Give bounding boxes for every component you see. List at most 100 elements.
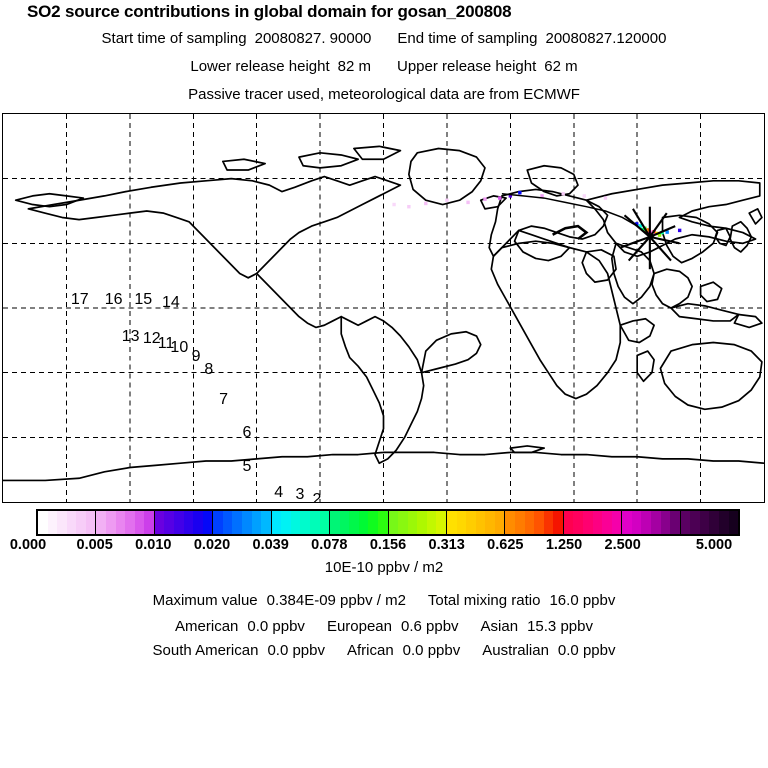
summary-line: Maximum value 0.384E-09 ppbv / m2 Total mi… <box>0 592 768 609</box>
region-name-australian: Australian <box>482 642 549 659</box>
colorbar-step <box>388 511 399 534</box>
region-name-european: European <box>326 618 392 635</box>
total-mixing-ratio-value: 16.0 ppbv <box>549 592 616 609</box>
colorbar-step <box>553 511 563 534</box>
max-value: 0.384E-09 ppbv / m2 <box>266 592 406 609</box>
colorbar-step <box>398 511 408 534</box>
sampling-time-line: Start time of sampling 20080827. 90000 End… <box>0 30 768 47</box>
method-note: Passive tracer used, meteorological data… <box>188 86 580 103</box>
plume-cell <box>508 194 513 198</box>
colorbar-segment <box>388 511 447 534</box>
colorbar-step <box>582 511 593 534</box>
page-title: SO2 source contributions in global domai… <box>27 2 512 21</box>
colorbar-step <box>475 511 486 534</box>
plume-cell <box>424 201 428 206</box>
world-map-panel: 1716151413121110987654321 <box>2 113 765 503</box>
colorbar-step <box>426 511 437 534</box>
colorbar-step <box>543 511 554 534</box>
colorbar-step <box>407 511 418 534</box>
colorbar-step <box>339 511 350 534</box>
plume-cell <box>582 194 587 198</box>
colorbar-step <box>611 511 622 534</box>
region-value-asian: 15.3 ppbv <box>527 618 593 635</box>
lower-release-height-value: 82 m <box>337 58 371 75</box>
total-mixing-ratio-label: Total mixing ratio <box>427 592 541 609</box>
colorbar-step <box>38 511 48 534</box>
colorbar-step <box>524 511 535 534</box>
colorbar-step <box>699 511 710 534</box>
colorbar-step <box>57 511 67 534</box>
colorbar-step <box>319 511 330 534</box>
colorbar-step <box>115 511 126 534</box>
colorbar-tick-label: 2.500 <box>604 537 641 553</box>
colorbar-step <box>534 511 544 534</box>
colorbar-step <box>680 511 691 534</box>
colorbar-tick-label: 1.250 <box>545 537 583 553</box>
colorbar-step <box>144 511 154 534</box>
trajectory-hour-label: 7 <box>219 391 229 408</box>
region-name-south-american: South American <box>152 642 259 659</box>
trajectory-hour-label: 4 <box>274 484 284 502</box>
colorbar-step <box>466 511 476 534</box>
colorbar-tick-label: 0.005 <box>76 537 113 553</box>
start-time-label: Start time of sampling <box>101 30 247 47</box>
start-time-value: 20080827. 90000 <box>254 30 372 47</box>
colorbar-step <box>349 511 359 534</box>
colorbar-step <box>96 511 106 534</box>
region-name-asian: Asian <box>480 618 519 635</box>
colorbar-section: 0.000 0.005 0.010 0.020 0.039 0.078 0.156 0.313… <box>0 509 768 576</box>
colorbar-tick-label: 0.020 <box>193 537 231 553</box>
colorbar-step <box>622 511 632 534</box>
colorbar-step <box>446 511 457 534</box>
trajectory-hour-label: 9 <box>191 347 201 365</box>
colorbar-step <box>728 511 739 534</box>
colorbar-step <box>202 511 213 534</box>
colorbar-segment <box>271 511 331 534</box>
colorbar-step <box>670 511 680 534</box>
trajectory-hour-label: 13 <box>121 328 140 346</box>
upper-release-height-value: 62 m <box>544 58 578 75</box>
colorbar-step <box>251 511 262 534</box>
trajectory-hour-label: 14 <box>161 293 180 311</box>
colorbar-tick-label: 0.156 <box>369 537 407 553</box>
colorbar-segment <box>680 511 739 534</box>
colorbar-step <box>232 511 242 534</box>
colorbar-step <box>310 511 320 534</box>
plume-cell <box>635 222 639 226</box>
colorbar-unit-label: 10E-10 ppbv / m2 <box>324 559 444 576</box>
colorbar-step <box>592 511 603 534</box>
lower-release-height-label: Lower release height <box>190 58 330 75</box>
colorbar-step <box>106 511 116 534</box>
colorbar-tick-label: 0.000 <box>9 537 47 553</box>
colorbar-step <box>660 511 671 534</box>
colorbar-step <box>300 511 310 534</box>
colorbar-tick-label: 0.313 <box>428 537 465 553</box>
trajectory-hour-label: 17 <box>70 291 89 309</box>
region-value-african: 0.0 ppbv <box>402 642 461 659</box>
plume-cell <box>483 197 487 201</box>
upper-release-height-label: Upper release height <box>397 58 537 75</box>
trajectory-layer <box>501 193 680 270</box>
plume-cell <box>392 202 396 207</box>
graticule-layer <box>3 114 764 502</box>
colorbar-step <box>164 511 174 534</box>
colorbar-step <box>417 511 427 534</box>
trajectory-hour-label: 10 <box>170 339 189 356</box>
colorbar-segment <box>330 511 389 534</box>
colorbar-segment <box>622 511 681 534</box>
colorbar-step <box>193 511 203 534</box>
colorbar-step <box>174 511 184 534</box>
plume-cell <box>603 196 608 200</box>
colorbar-step <box>485 511 495 534</box>
colorbar-step <box>222 511 233 534</box>
colorbar-step <box>66 511 77 534</box>
colorbar-step <box>271 511 282 534</box>
trajectory-hour-label: 11 <box>157 334 175 352</box>
colorbar-step <box>378 511 388 534</box>
plume-cell <box>665 230 669 234</box>
plume-cell <box>407 204 411 209</box>
colorbar-step <box>281 511 291 534</box>
plume-cell <box>641 227 645 232</box>
colorbar-step <box>368 511 378 534</box>
colorbar-step <box>183 511 194 534</box>
